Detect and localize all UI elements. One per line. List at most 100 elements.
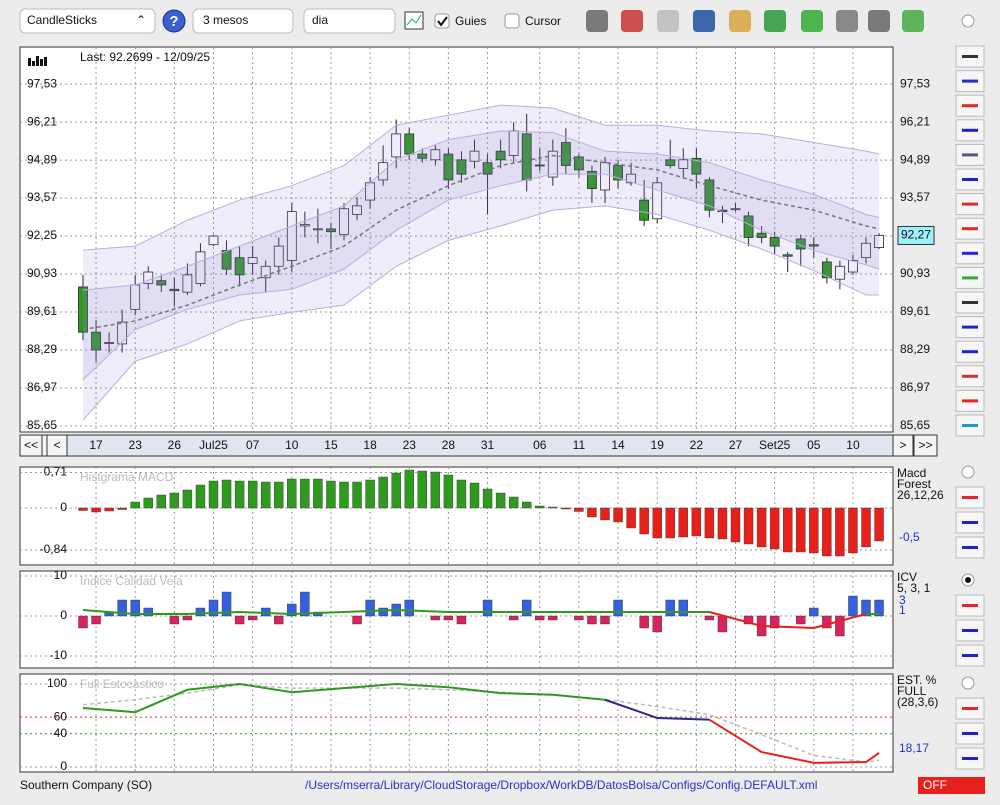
x-tick-label: 17 — [89, 438, 103, 452]
bar — [796, 507, 806, 553]
current-value: 1 — [899, 603, 906, 617]
candle-body — [404, 133, 415, 155]
logo-bar — [32, 61, 35, 66]
series-line — [708, 718, 880, 764]
panel-title: Full Estocastico — [80, 677, 164, 691]
mode-text: OFF — [923, 778, 947, 792]
toolbar-icon[interactable] — [902, 10, 924, 32]
bar — [587, 615, 597, 625]
series-line — [82, 173, 880, 381]
toolbar-icon[interactable] — [836, 10, 858, 32]
x-tick-label: 10 — [846, 438, 860, 452]
toolbar-icon[interactable] — [729, 10, 751, 32]
mode-button[interactable] — [918, 777, 985, 794]
bar — [678, 507, 688, 538]
panel-glyph — [962, 521, 978, 524]
guides-checkbox[interactable] — [434, 13, 450, 29]
bar — [300, 478, 310, 509]
radio-button[interactable] — [961, 14, 975, 28]
y-tick-label: -0,84 — [40, 542, 68, 556]
nav-button[interactable] — [913, 434, 938, 457]
company-name: Southern Company (SO) — [20, 778, 152, 792]
bar — [522, 501, 532, 509]
bar — [274, 481, 284, 509]
bar — [339, 481, 349, 509]
radio-button[interactable] — [961, 676, 975, 690]
side-label: Macd — [897, 466, 926, 480]
y-tick-label: -10 — [50, 648, 68, 662]
sidebar-glyph — [962, 424, 978, 427]
bar — [443, 474, 454, 509]
cursor-label: Cursor — [525, 14, 561, 28]
bar — [822, 615, 832, 629]
bar — [221, 591, 232, 617]
candle-body — [534, 164, 545, 167]
y-tick-label: 0 — [60, 500, 67, 514]
bar — [600, 615, 610, 625]
x-tick-label: 28 — [442, 438, 456, 452]
candle-body — [352, 205, 362, 215]
candle-body — [678, 159, 689, 169]
y-tick-label: 93,57 — [27, 190, 57, 204]
series-line — [82, 205, 880, 421]
radio-button[interactable] — [961, 465, 975, 479]
side-label: FULL — [897, 684, 927, 698]
band-area — [83, 105, 880, 421]
panel — [19, 46, 894, 433]
bar — [469, 482, 480, 509]
bar — [208, 599, 219, 617]
bar — [835, 507, 845, 557]
bar — [691, 507, 702, 537]
series-line — [82, 154, 880, 331]
x-tick-label: 18 — [363, 438, 377, 452]
bar — [326, 480, 336, 509]
y-tick-label: 100 — [47, 676, 67, 690]
interval-text: dia — [312, 13, 328, 27]
bar — [195, 484, 206, 509]
toolbar-icon[interactable] — [693, 10, 715, 32]
bar — [182, 489, 193, 509]
toolbar-icon[interactable] — [801, 10, 823, 32]
config-path[interactable]: /Users/mserra/Library/CloudStorage/Dropb… — [305, 778, 817, 792]
cursor-checkbox[interactable] — [504, 13, 520, 29]
radio-dot — [965, 577, 971, 583]
series-line — [82, 130, 880, 291]
bar — [430, 471, 441, 509]
panel-glyph — [962, 707, 978, 710]
bar — [613, 507, 623, 523]
bar — [430, 615, 441, 621]
x-tick-label: 19 — [651, 438, 665, 452]
toolbar-icon[interactable] — [586, 10, 608, 32]
nav-label: >> — [918, 438, 932, 452]
interval-select[interactable] — [303, 8, 396, 34]
y-tick-label-right: 96,21 — [900, 114, 930, 128]
period-select[interactable] — [192, 8, 294, 34]
bar — [678, 599, 688, 617]
bar — [783, 507, 793, 553]
chart-type-select[interactable] — [19, 8, 156, 34]
toolbar-icon[interactable] — [621, 10, 643, 32]
toolbar-icon[interactable] — [657, 10, 679, 32]
help-button[interactable] — [162, 9, 186, 33]
band-area — [83, 131, 880, 380]
y-tick-label: 92,25 — [27, 228, 57, 242]
nav-label: > — [899, 438, 906, 452]
candle-body — [613, 165, 623, 181]
toolbar-icon[interactable] — [868, 10, 890, 32]
sidebar-glyph — [962, 202, 978, 206]
y-tick-label-right: 85,65 — [900, 418, 930, 432]
bar — [287, 478, 297, 509]
panel-glyph — [962, 732, 978, 735]
candle-body — [234, 257, 245, 276]
sidebar-glyph — [962, 55, 978, 58]
y-tick-label: 85,65 — [27, 418, 57, 432]
bar — [665, 507, 675, 539]
bar — [300, 591, 310, 617]
candle-body — [600, 162, 610, 191]
toolbar-icon[interactable] — [764, 10, 786, 32]
bar — [508, 496, 519, 509]
nav-button[interactable] — [19, 434, 43, 457]
panel-title: Histgrama MACD — [80, 470, 174, 484]
bar — [143, 497, 153, 509]
bar — [861, 507, 871, 548]
